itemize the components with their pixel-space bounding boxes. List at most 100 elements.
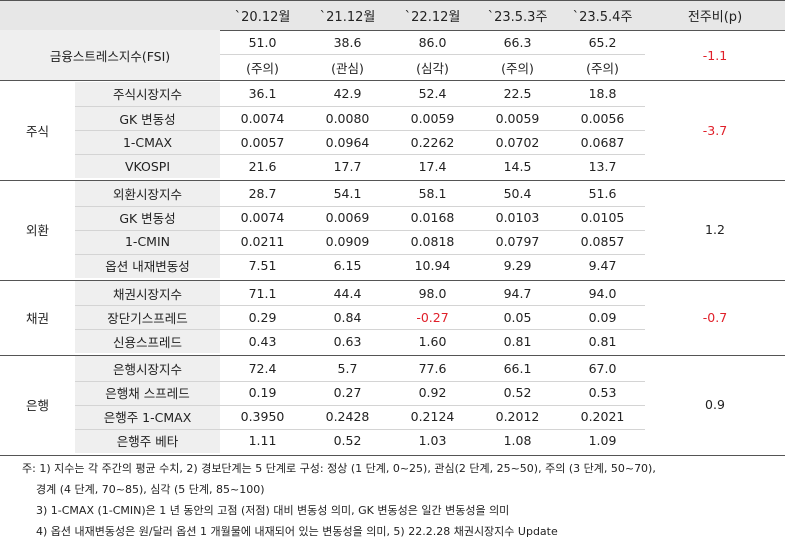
indicator-value: 0.0059 xyxy=(495,110,540,126)
indicator-value: 54.1 xyxy=(333,185,362,201)
indicator-value: 0.2428 xyxy=(325,409,370,425)
indicator-value: 1.09 xyxy=(588,433,617,449)
indicator-label: 은행주 1-CMAX xyxy=(75,404,220,429)
indicator-value: 50.4 xyxy=(503,185,532,201)
indicator-value: 14.5 xyxy=(503,158,532,174)
note-line: 3) 1-CMAX (1-CMIN)은 1 년 동안의 고점 (저점) 대비 변… xyxy=(36,504,510,517)
column-header: 전주비(p) xyxy=(687,9,743,25)
column-header: `21.12월 xyxy=(319,9,376,25)
indicator-value: 21.6 xyxy=(248,158,277,174)
fsi-value: 86.0 xyxy=(418,34,447,50)
indicator-value: 0.92 xyxy=(418,385,447,401)
fsi-level: (관심) xyxy=(331,60,364,76)
fsi-value: 38.6 xyxy=(333,34,362,50)
indicator-value: 77.6 xyxy=(418,361,447,376)
indicator-value: 13.7 xyxy=(588,158,617,174)
indicator-value: 9.29 xyxy=(503,258,532,274)
fsi-weekly-change: -1.1 xyxy=(702,47,728,63)
indicator-value: 1.60 xyxy=(418,333,447,349)
indicator-value: 94.0 xyxy=(588,285,617,301)
indicator-value: 9.47 xyxy=(588,258,617,274)
indicator-label: 은행채 스프레드 xyxy=(75,380,220,405)
indicator-value: 51.6 xyxy=(588,185,617,201)
indicator-value: 66.1 xyxy=(503,361,532,376)
indicator-value: 0.27 xyxy=(333,385,362,401)
indicator-value: 0.0818 xyxy=(410,234,455,250)
group-weekly-change: -0.7 xyxy=(702,309,728,325)
indicator-value: 52.4 xyxy=(418,86,447,102)
indicator-label: VKOSPI xyxy=(75,154,220,179)
indicator-value: 1.03 xyxy=(418,433,447,449)
indicator-value: 0.81 xyxy=(588,333,617,349)
group-label: 은행 xyxy=(25,398,49,414)
indicator-label: 외환시장지수 xyxy=(75,181,220,206)
indicator-value: 36.1 xyxy=(248,86,277,102)
indicator-label: 은행주 베타 xyxy=(75,428,220,454)
indicator-label: GK 변동성 xyxy=(75,105,220,131)
indicator-value: 10.94 xyxy=(414,258,451,274)
indicator-value: 94.7 xyxy=(503,285,532,301)
indicator-value: 0.0797 xyxy=(495,234,540,250)
indicator-value: 0.43 xyxy=(248,333,277,349)
group-weekly-change: 0.9 xyxy=(705,397,725,413)
indicator-value: 72.4 xyxy=(248,361,277,376)
indicator-label: GK 변동성 xyxy=(75,205,220,230)
column-header: `22.12월 xyxy=(404,9,461,25)
header-row xyxy=(0,0,785,30)
indicator-value: 0.0080 xyxy=(325,110,370,126)
indicator-value: 0.63 xyxy=(333,333,362,349)
indicator-value: 0.0168 xyxy=(410,210,455,226)
indicator-value: 58.1 xyxy=(418,185,447,201)
indicator-value: 0.0103 xyxy=(495,210,540,226)
indicator-value: 98.0 xyxy=(418,285,447,301)
indicator-value: 0.2124 xyxy=(410,409,455,425)
fsi-value: 65.2 xyxy=(588,34,617,50)
indicator-value: 0.0069 xyxy=(325,210,370,226)
indicator-label: 주식시장지수 xyxy=(75,81,220,106)
indicator-value: 5.7 xyxy=(337,361,358,376)
indicator-value: 67.0 xyxy=(588,361,617,376)
indicator-value: 0.0059 xyxy=(410,110,455,126)
indicator-value: 28.7 xyxy=(248,185,277,201)
indicator-value: 42.9 xyxy=(333,86,362,102)
indicator-value: 17.7 xyxy=(333,158,362,174)
indicator-value: 0.19 xyxy=(248,385,277,401)
fsi-level: (주의) xyxy=(246,60,279,76)
fsi-value: 51.0 xyxy=(248,34,277,50)
indicator-value: 0.52 xyxy=(333,433,362,449)
fsi-value: 66.3 xyxy=(503,34,532,50)
table-notes: 주: 1) 지수는 각 주간의 평균 수치, 2) 경보단계는 5 단계로 구성… xyxy=(22,458,782,542)
indicator-label: 1-CMIN xyxy=(75,229,220,254)
indicator-value: 0.0074 xyxy=(240,210,285,226)
group-label: 주식 xyxy=(25,123,49,139)
indicator-value: 0.84 xyxy=(333,309,362,325)
fsi-level: (심각) xyxy=(416,60,449,76)
indicator-label: 장단기스프레드 xyxy=(75,305,220,330)
indicator-value: 0.29 xyxy=(248,309,277,325)
group-weekly-change: 1.2 xyxy=(705,222,725,238)
indicator-value: 0.0057 xyxy=(240,134,285,150)
fsi-level: (주의) xyxy=(501,60,534,76)
indicator-value: -0.27 xyxy=(416,309,449,325)
indicator-value: 17.4 xyxy=(418,158,447,174)
indicator-value: 71.1 xyxy=(248,285,277,301)
indicator-label: 은행시장지수 xyxy=(75,356,220,381)
group-label: 채권 xyxy=(25,310,49,326)
fsi-table: `20.12월 `21.12월 `22.12월 `23.5.3주 `23.5.4주 전주비… xyxy=(0,0,785,456)
indicator-value: 0.0909 xyxy=(325,234,370,250)
indicator-value: 1.11 xyxy=(248,433,277,449)
indicator-value: 0.0211 xyxy=(240,234,285,250)
indicator-value: 0.53 xyxy=(588,385,617,401)
indicator-value: 0.05 xyxy=(503,309,532,325)
column-header: `23.5.4주 xyxy=(572,9,633,25)
indicator-value: 0.2262 xyxy=(410,134,455,150)
note-line: 주: 1) 지수는 각 주간의 평균 수치, 2) 경보단계는 5 단계로 구성… xyxy=(22,462,656,475)
indicator-label: 신용스프레드 xyxy=(75,329,220,354)
indicator-value: 0.09 xyxy=(588,309,617,325)
fsi-label-cell: 금융스트레스지수(FSI) xyxy=(0,30,220,81)
indicator-value: 0.0702 xyxy=(495,134,540,150)
group-label: 외환 xyxy=(25,223,49,239)
indicator-value: 0.0687 xyxy=(580,134,625,150)
indicator-value: 0.3950 xyxy=(240,409,285,425)
indicator-value: 22.5 xyxy=(503,86,532,102)
